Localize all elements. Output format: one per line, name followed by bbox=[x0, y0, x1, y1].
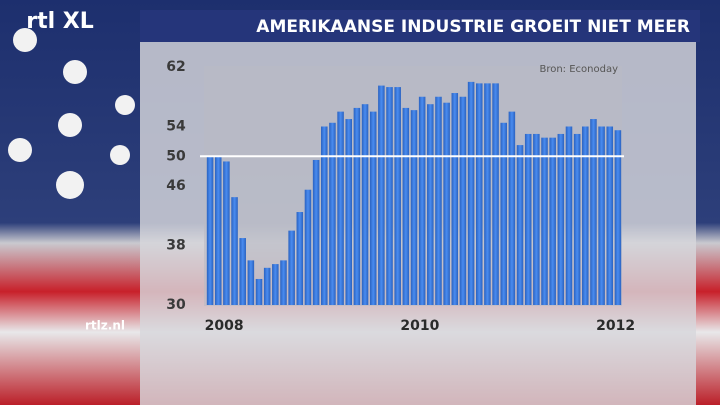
bar bbox=[590, 119, 597, 305]
bar bbox=[492, 83, 499, 305]
bar bbox=[312, 159, 320, 305]
y-tick-label: 38 bbox=[166, 238, 185, 254]
y-tick-label: 30 bbox=[166, 297, 186, 313]
bar bbox=[533, 133, 540, 305]
bar bbox=[582, 126, 589, 305]
logo: rtl XL bbox=[26, 9, 94, 34]
y-tick-label: 50 bbox=[166, 148, 186, 164]
footer: rtlz.nl bbox=[85, 319, 125, 333]
bar bbox=[361, 104, 369, 305]
bar bbox=[214, 156, 222, 305]
bar bbox=[402, 107, 410, 305]
x-tick-label: 2010 bbox=[400, 318, 439, 334]
bar bbox=[239, 238, 246, 305]
bar bbox=[231, 197, 238, 305]
bar bbox=[573, 133, 581, 305]
bar bbox=[541, 137, 548, 305]
bar bbox=[467, 81, 475, 305]
bar bbox=[288, 230, 295, 305]
y-tick-label: 46 bbox=[166, 178, 185, 194]
source: Bron: Econoday bbox=[539, 64, 618, 75]
bar bbox=[272, 264, 279, 305]
y-tick-label: 62 bbox=[166, 59, 185, 75]
bar bbox=[565, 126, 573, 305]
bar bbox=[500, 122, 507, 305]
bar bbox=[321, 126, 328, 305]
bar bbox=[475, 83, 483, 305]
bar bbox=[247, 260, 255, 305]
bar bbox=[427, 104, 434, 305]
bar bbox=[304, 189, 312, 305]
bar bbox=[280, 260, 287, 305]
x-tick-label: 2012 bbox=[596, 318, 635, 334]
bar bbox=[329, 122, 336, 305]
bar bbox=[296, 212, 304, 305]
bar bbox=[255, 278, 263, 305]
bar bbox=[451, 93, 459, 305]
bar bbox=[206, 156, 214, 305]
bar bbox=[337, 111, 344, 305]
bar bbox=[598, 126, 605, 305]
bar bbox=[557, 133, 565, 305]
bar bbox=[435, 96, 442, 305]
bar bbox=[516, 145, 524, 305]
bar bbox=[443, 102, 450, 305]
bar bbox=[353, 107, 361, 305]
bar bbox=[614, 130, 622, 305]
bar bbox=[263, 267, 271, 305]
bar bbox=[606, 126, 614, 305]
x-tick-label: 2008 bbox=[205, 318, 244, 334]
bar bbox=[484, 83, 491, 305]
bar bbox=[386, 87, 393, 305]
bar bbox=[418, 96, 426, 305]
bar bbox=[524, 133, 532, 305]
bar bbox=[223, 161, 230, 305]
bar bbox=[345, 119, 353, 305]
bar bbox=[378, 85, 385, 305]
bar bbox=[394, 87, 401, 305]
bar bbox=[459, 96, 467, 305]
chart-title: AMERIKAANSE INDUSTRIE GROEIT NIET MEER bbox=[256, 17, 690, 37]
y-tick-label: 54 bbox=[166, 119, 186, 135]
bar bbox=[369, 111, 377, 305]
bar bbox=[549, 137, 556, 305]
bar bbox=[508, 111, 516, 305]
title-banner bbox=[140, 10, 700, 42]
bar bbox=[410, 110, 418, 305]
stars bbox=[8, 28, 135, 199]
